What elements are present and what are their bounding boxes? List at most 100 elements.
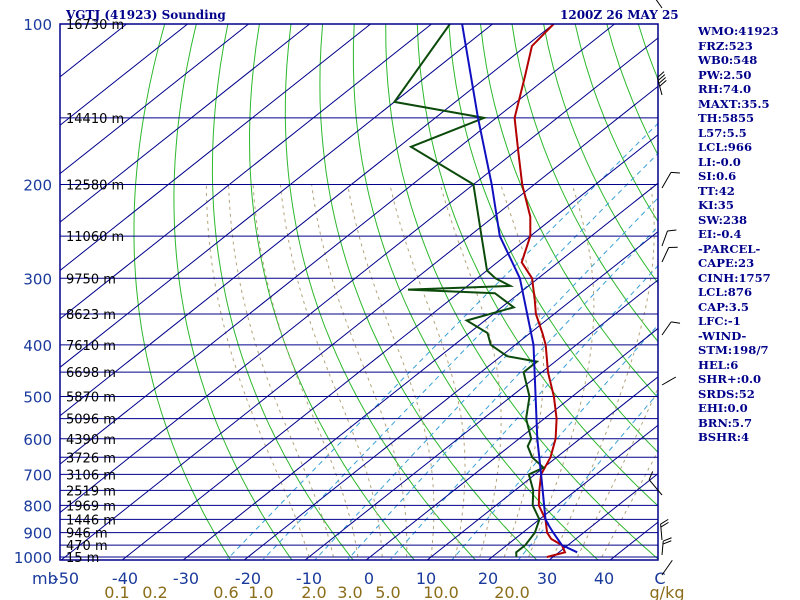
pressure-tick-label: 200 xyxy=(23,176,52,194)
wind-barb-shaft xyxy=(661,321,672,336)
height-label: 9750 m xyxy=(66,272,116,287)
pressure-tick-label: 400 xyxy=(23,337,52,355)
index-item: EI:-0.4 xyxy=(698,227,742,241)
isotherm-line xyxy=(60,24,249,175)
dry-adiabat-line xyxy=(543,24,658,284)
height-label: 15 m xyxy=(66,551,99,566)
dry-adiabat-line xyxy=(480,24,658,399)
isotherm-line xyxy=(60,24,188,126)
height-label: 2519 m xyxy=(66,484,116,499)
mixing-ratio-tick-label: g/kg xyxy=(650,583,685,600)
index-item: BRN:5.7 xyxy=(698,415,753,430)
index-item: SRDS:52 xyxy=(698,386,755,401)
pressure-tick-label: 500 xyxy=(23,389,52,407)
isotherm-line xyxy=(60,24,615,465)
mixing-ratio-tick-label: 0.2 xyxy=(142,583,167,600)
mixing-ratio-tick-label: 3.0 xyxy=(337,583,362,600)
wind-barb-flag xyxy=(668,246,678,248)
isotherm-line xyxy=(426,376,658,560)
wind-barb-flag xyxy=(667,229,677,232)
wind-barb-shaft xyxy=(661,541,664,556)
isotherm-line xyxy=(121,134,658,560)
moist-adiabat-line xyxy=(389,184,466,558)
isotherm-line xyxy=(60,24,310,223)
dry-adiabat-line xyxy=(211,24,354,560)
dry-adiabat-line xyxy=(448,24,658,453)
index-item: WB0:548 xyxy=(698,53,758,67)
index-item: CINH:1757 xyxy=(698,270,771,285)
wind-barb-flag xyxy=(663,537,672,542)
temperature-tick-label: 40 xyxy=(594,569,614,588)
wind-barb-shaft xyxy=(648,0,663,9)
wind-barb xyxy=(661,376,677,386)
index-item: EHI:0.0 xyxy=(698,401,748,415)
index-item: RH:74.0 xyxy=(698,82,752,96)
wind-barb-flag xyxy=(660,521,669,528)
index-item: LI:-0.0 xyxy=(698,154,741,169)
isotherm-line xyxy=(60,85,658,560)
isotherm-line xyxy=(60,24,432,320)
index-item: PW:2.50 xyxy=(698,67,752,82)
pressure-tick-label: 100 xyxy=(23,16,52,34)
index-item: TT:42 xyxy=(698,183,735,198)
dry-adiabat-line xyxy=(796,24,800,568)
wind-barb-flag xyxy=(658,77,666,84)
pressure-tick-label: 1000 xyxy=(14,549,52,567)
mixing-ratio-tick-label: 10.0 xyxy=(423,583,459,600)
moist-adiabat-line xyxy=(601,450,658,558)
isotherm-line xyxy=(60,24,371,272)
index-item: -WIND- xyxy=(698,328,747,343)
pressure-tick-label: 800 xyxy=(23,497,52,515)
parcel-profile xyxy=(461,24,578,554)
wind-barb-shaft xyxy=(661,376,677,386)
height-label: 4390 m xyxy=(66,433,116,448)
wind-barb xyxy=(656,71,667,96)
dry-adiabat-line xyxy=(319,24,538,560)
dry-adiabat-line xyxy=(416,24,658,507)
dewpoint-profile xyxy=(392,24,546,558)
pressure-unit-label: mb xyxy=(32,569,58,588)
wind-barb-shaft xyxy=(661,172,672,189)
isotherm-line xyxy=(548,473,658,560)
mixing-ratio-tick-label: 1.0 xyxy=(248,583,273,600)
index-item: LCL:966 xyxy=(698,140,753,154)
isotherm-line xyxy=(365,327,658,560)
isotherm-line xyxy=(487,424,658,560)
mixing-ratio-tick-label: 0.1 xyxy=(104,583,129,600)
index-item: BSHR:4 xyxy=(698,430,750,444)
index-item: SI:0.6 xyxy=(698,169,737,183)
index-item: STM:198/7 xyxy=(698,343,769,357)
index-item: TH:5855 xyxy=(698,111,755,125)
wind-barb-flag xyxy=(662,540,672,545)
mixing-ratio-tick-label: 2.0 xyxy=(301,583,326,600)
height-label: 8623 m xyxy=(66,308,116,323)
index-item: LCL:876 xyxy=(698,285,753,299)
isotherm-line xyxy=(60,24,493,368)
temperature-profile xyxy=(513,24,567,558)
temperature-tick-label: 30 xyxy=(537,569,557,588)
temperature-tick-label: 10 xyxy=(416,569,436,588)
wind-barb xyxy=(661,559,673,576)
mixing-ratio-tick-label: 0.6 xyxy=(213,583,238,600)
height-label: 5096 m xyxy=(66,413,116,428)
indices-panel: WMO:41923 FRZ:523 WB0:548 PW:2.50 RH:74.0 MAX… xyxy=(698,24,779,445)
plot-frame xyxy=(59,23,659,561)
index-item: SW:238 xyxy=(698,212,748,227)
index-item: WMO:41923 xyxy=(698,24,779,38)
dry-adiabat-line xyxy=(248,24,416,560)
index-item: SHR+:0.0 xyxy=(698,372,762,386)
wind-barb-flag xyxy=(657,71,665,78)
wind-barb-flag xyxy=(660,518,669,525)
height-label: 14410 m xyxy=(66,112,124,127)
moist-adiabat-line xyxy=(576,387,658,558)
wind-barb xyxy=(648,471,663,496)
sounding-datetime: 1200Z 26 MAY 25 xyxy=(560,8,679,22)
dry-adiabat-line xyxy=(352,24,599,560)
temperature-tick-label: -40 xyxy=(112,569,138,588)
height-label: 16730 m xyxy=(66,18,124,33)
isotherm-line xyxy=(60,24,554,417)
wind-barb xyxy=(648,0,663,9)
height-label: 12580 m xyxy=(66,178,124,193)
dry-adiabat-line xyxy=(133,24,232,560)
